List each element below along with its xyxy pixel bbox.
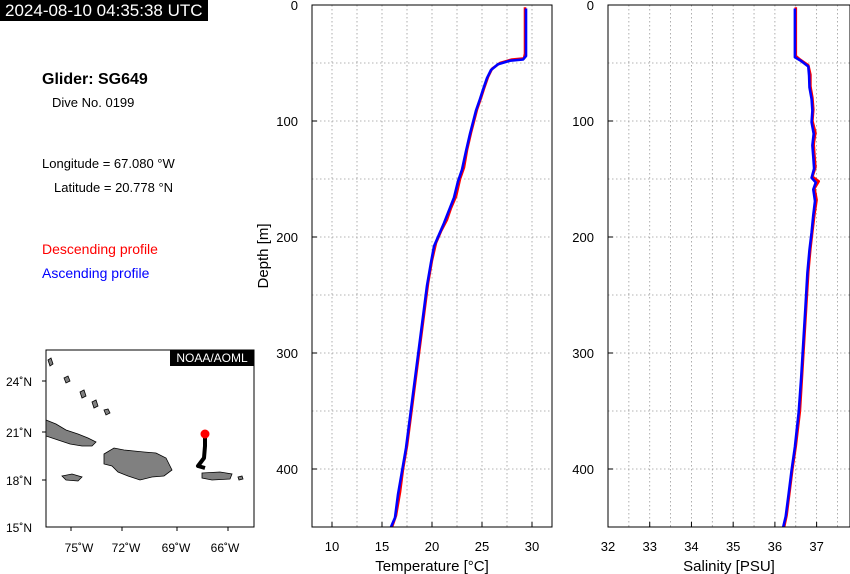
longitude-text: Longitude = 67.080 °W <box>42 156 175 171</box>
glider-name: Glider: SG649 <box>42 71 148 88</box>
jamaica <box>61 473 83 482</box>
temp-xtick-label-0: 10 <box>325 539 339 554</box>
island-2 <box>63 375 71 384</box>
salinity-chart: 32 33 34 35 36 37 0 100 200 300 400 Salinity [PSU] <box>572 0 850 574</box>
island-4 <box>91 399 99 409</box>
island-5 <box>103 408 111 416</box>
sal-ytick-label-3: 300 <box>572 346 594 361</box>
sal-ytick-label-1: 100 <box>572 114 594 129</box>
island-3 <box>79 389 87 399</box>
sal-xtick-label-3: 35 <box>726 539 740 554</box>
sal-series-ascending <box>781 8 818 528</box>
temp-ytick-label-2: 200 <box>276 230 298 245</box>
sal-xtick-label-5: 37 <box>809 539 823 554</box>
sal-xlabel: Salinity [PSU] <box>683 558 775 574</box>
temp-ylabel: Depth [m] <box>255 223 272 288</box>
temp-ytick-label-1: 100 <box>276 114 298 129</box>
temp-ytick-label-0: 0 <box>291 0 298 13</box>
sal-ytick-label-4: 400 <box>572 462 594 477</box>
island-6 <box>237 475 244 481</box>
dive-number: Dive No. 0199 <box>52 95 135 110</box>
sal-xtick-label-1: 33 <box>642 539 656 554</box>
map-x-label-75w: 75˚W <box>65 541 94 555</box>
sal-xtick-label-4: 36 <box>768 539 782 554</box>
island-1 <box>47 357 54 367</box>
temp-xlabel: Temperature [°C] <box>375 558 489 574</box>
map-x-label-72w: 72˚W <box>112 541 141 555</box>
inset-map: NOAA/AOML 75˚W 72˚W 69˚W 66˚W 24˚N 21˚N … <box>6 349 255 555</box>
latitude-text: Latitude = 20.778 °N <box>54 180 174 195</box>
glider-position-marker <box>200 429 210 439</box>
map-y-label-21n: 21˚N <box>6 426 32 440</box>
temp-xtick-label-4: 30 <box>525 539 539 554</box>
cuba-coastline <box>45 419 97 447</box>
temp-xtick-label-3: 25 <box>475 539 489 554</box>
sal-xtick-label-0: 32 <box>601 539 615 554</box>
map-y-label-24n: 24˚N <box>6 375 32 389</box>
land-mass <box>45 357 244 482</box>
sal-ytick-label-0: 0 <box>587 0 594 13</box>
map-y-label-18n: 18˚N <box>6 474 32 488</box>
temp-xtick-label-2: 20 <box>425 539 439 554</box>
legend-ascending: Ascending profile <box>42 265 150 281</box>
badge-bg <box>170 350 254 366</box>
map-x-label-66w: 66˚W <box>211 541 240 555</box>
sal-frame <box>607 4 850 528</box>
legend-descending: Descending profile <box>42 241 158 257</box>
map-x-label-69w: 69˚W <box>162 541 191 555</box>
sal-ytick-label-2: 200 <box>572 230 594 245</box>
temp-ytick-label-3: 300 <box>276 346 298 361</box>
map-y-label-15n: 15˚N <box>6 521 32 535</box>
sal-plot-area <box>608 5 850 527</box>
temp-xtick-label-1: 15 <box>375 539 389 554</box>
temp-series-ascending <box>389 8 528 528</box>
glider-track <box>196 434 207 470</box>
temp-frame <box>311 4 553 528</box>
hispaniola <box>103 447 173 481</box>
puerto-rico <box>201 471 233 481</box>
temp-ytick-label-4: 400 <box>276 462 298 477</box>
timestamp: 2024-08-10 04:35:38 UTC <box>0 0 208 21</box>
sal-xtick-label-2: 34 <box>684 539 698 554</box>
noaa-badge: NOAA/AOML <box>176 351 248 365</box>
